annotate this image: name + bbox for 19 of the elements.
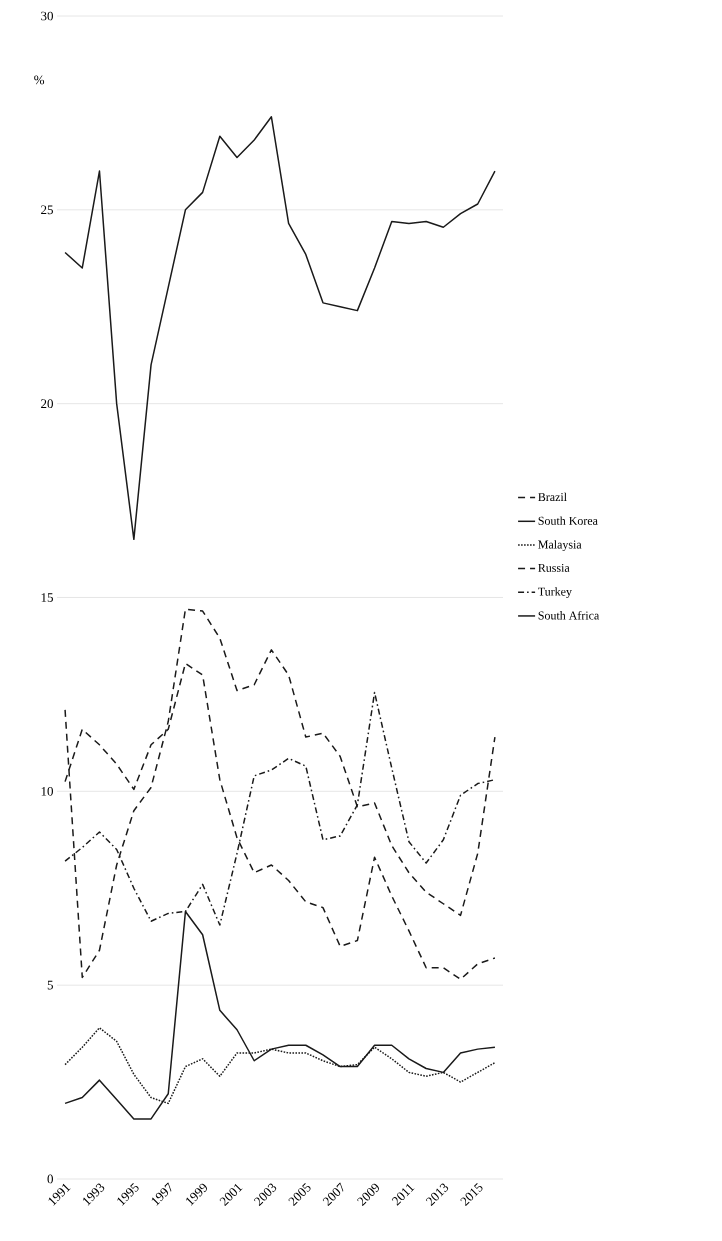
y-tick-label: 20	[41, 399, 53, 409]
y-tick-label: 10	[41, 786, 53, 796]
y-tick-label: 0	[47, 1174, 53, 1184]
y-axis-title: %	[34, 75, 45, 85]
y-tick-label: 5	[47, 980, 53, 990]
legend-label: Malaysia	[538, 540, 582, 552]
legend-label: South Korea	[538, 516, 598, 525]
y-tick-label: 15	[41, 593, 53, 602]
legend-label: Turkey	[538, 587, 572, 599]
line-series	[64, 608, 496, 979]
legend-label: Brazil	[538, 492, 567, 502]
line-series	[64, 116, 496, 541]
y-tick-label: 30	[41, 11, 53, 21]
legend-label: Russia	[538, 563, 570, 572]
legend-label: South Africa	[538, 610, 600, 620]
x-tick-label: 2001	[219, 1183, 243, 1207]
x-tick-label: 2011	[391, 1183, 415, 1206]
y-tick-label: 25	[41, 205, 53, 215]
x-tick-label: 1991	[48, 1183, 71, 1206]
